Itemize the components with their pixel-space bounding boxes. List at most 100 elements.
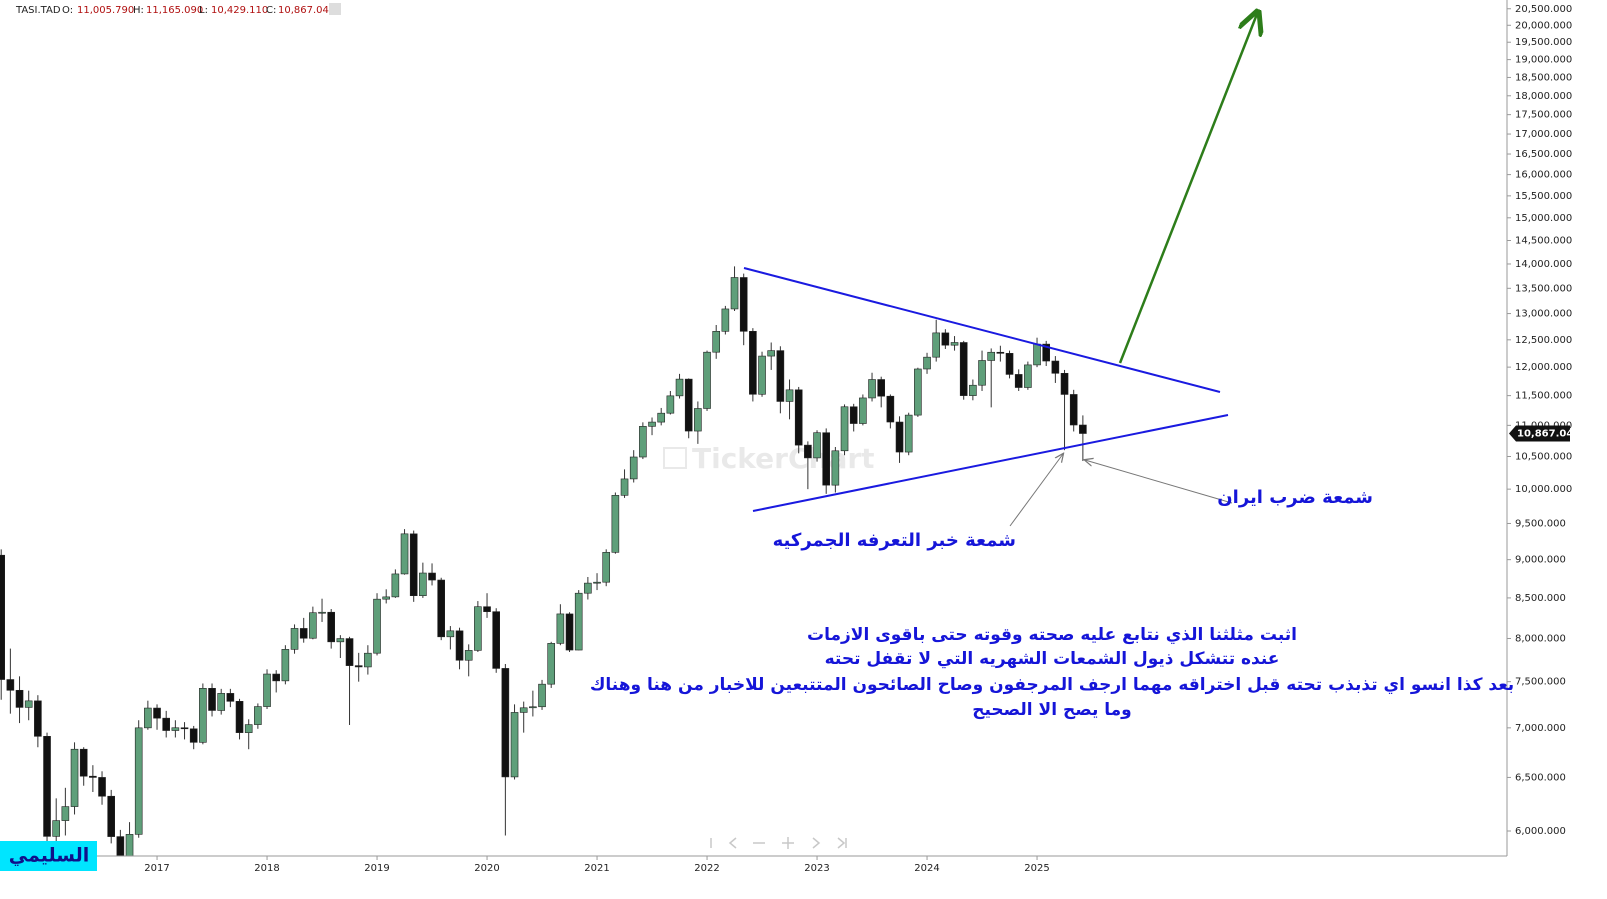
candle-body <box>199 688 207 743</box>
y-tick-label: 18,500.000 <box>1515 72 1572 83</box>
candle-body <box>904 414 913 453</box>
candle-body <box>840 406 849 452</box>
candle-body <box>98 777 106 797</box>
candle-body <box>345 638 354 666</box>
candle-body <box>226 693 235 702</box>
candle-body <box>391 573 400 598</box>
author-box <box>0 841 97 871</box>
candle-body <box>648 421 656 427</box>
candle-body <box>162 717 171 731</box>
candle-body <box>70 748 79 807</box>
candle-body <box>180 727 189 730</box>
candle-body <box>492 611 501 669</box>
y-tick-label: 15,500.000 <box>1515 191 1572 202</box>
candle-body <box>877 379 886 397</box>
drawings <box>743 14 1257 527</box>
candle-body <box>657 412 666 423</box>
candle-body <box>794 389 803 446</box>
candle-body <box>373 598 381 654</box>
y-tick-label: 14,000.000 <box>1515 259 1572 270</box>
candle-body <box>327 611 336 643</box>
last-price-marker <box>1509 425 1570 442</box>
candle-body <box>217 693 226 711</box>
candle-body <box>107 795 116 837</box>
candle-body <box>868 379 876 399</box>
annotation: اثبت مثلثنا الذي نتابع عليه صحته وقوته ح… <box>807 625 1297 645</box>
candle-body <box>171 727 180 731</box>
candle-body <box>43 736 51 837</box>
candle-body <box>400 533 409 575</box>
y-tick-label: 17,000.000 <box>1515 129 1572 140</box>
candle-body <box>272 673 281 682</box>
y-tick-label: 18,000.000 <box>1515 91 1572 102</box>
candle-body <box>813 432 821 459</box>
candle-body <box>721 308 730 332</box>
candle-body <box>153 707 161 719</box>
candle-body <box>739 277 748 332</box>
y-tick-label: 7,500.000 <box>1515 677 1566 688</box>
annotations: شمعة ضرب ايران شمعة خبر التعرفه الجمركيه… <box>590 487 1514 720</box>
candle-body <box>611 495 620 553</box>
candle-body <box>354 665 363 668</box>
y-tick-label: 15,000.000 <box>1515 213 1572 224</box>
candle-body <box>941 332 950 346</box>
candle-body <box>675 378 684 397</box>
header-button[interactable] <box>329 3 341 15</box>
candle-body <box>959 342 968 396</box>
candle-body <box>987 351 996 361</box>
nav-zoom-in[interactable] <box>782 837 794 849</box>
candle-body <box>1014 374 1023 388</box>
ohlc-value: 10,429.110 <box>211 5 268 16</box>
candle-body <box>125 834 134 856</box>
x-tick-label: 2025 <box>1024 863 1049 874</box>
candle-body <box>446 630 455 638</box>
candle-body <box>703 351 711 409</box>
candle-body <box>831 450 840 486</box>
nav-right[interactable] <box>812 837 821 849</box>
nav-end[interactable] <box>837 837 847 849</box>
candle-body <box>620 478 629 496</box>
x-tick-label: 2020 <box>474 863 499 874</box>
annotation: بعد كذا انسو اي تذبذب تحته قبل اختراقه م… <box>590 675 1514 695</box>
x-tick-label: 2021 <box>584 863 609 874</box>
candle-body <box>15 689 24 708</box>
triangle-lower-line <box>752 414 1229 512</box>
pointer-arrow <box>1085 460 1233 504</box>
candle-body <box>382 596 391 600</box>
y-tick-label: 20,500.000 <box>1515 4 1572 15</box>
annotation: شمعة ضرب ايران <box>1217 487 1373 508</box>
candle-body <box>235 701 244 733</box>
ohlc-value: 11,165.090 <box>146 5 203 16</box>
candle-body <box>474 606 482 651</box>
candle-body <box>694 408 702 432</box>
candle-body <box>969 384 977 396</box>
candle-body <box>629 456 638 480</box>
candle-body <box>1051 360 1060 374</box>
candle-body <box>364 652 372 668</box>
candle-body <box>1060 372 1069 395</box>
candle-body <box>1042 343 1051 362</box>
annotation: عنده تتشكل ذيول الشمعات الشهريه التي لا … <box>825 649 1280 669</box>
candle-body <box>428 572 436 581</box>
nav-left[interactable] <box>728 837 737 849</box>
candle-body <box>318 611 326 614</box>
candle-body <box>730 277 739 310</box>
candle-body <box>244 724 253 733</box>
candle-body <box>519 707 528 713</box>
candle-body <box>309 612 317 639</box>
candle-body <box>666 395 675 414</box>
candle-body <box>950 342 959 346</box>
candle-body <box>712 331 721 353</box>
candle-body <box>1069 394 1078 426</box>
candle-body <box>89 775 97 778</box>
chart-navigation <box>710 837 847 849</box>
y-tick-label: 10,500.000 <box>1515 451 1572 462</box>
x-tick-label: 2017 <box>144 863 169 874</box>
header: TASI.TAD O: 11,005.790 H: 11,165.090 L: … <box>15 3 341 16</box>
candle-body <box>574 592 583 651</box>
x-tick-label: 2018 <box>254 863 279 874</box>
y-tick-label: 10,000.000 <box>1515 484 1572 495</box>
y-tick-label: 20,000.000 <box>1515 20 1572 31</box>
candle-body <box>1033 343 1041 366</box>
